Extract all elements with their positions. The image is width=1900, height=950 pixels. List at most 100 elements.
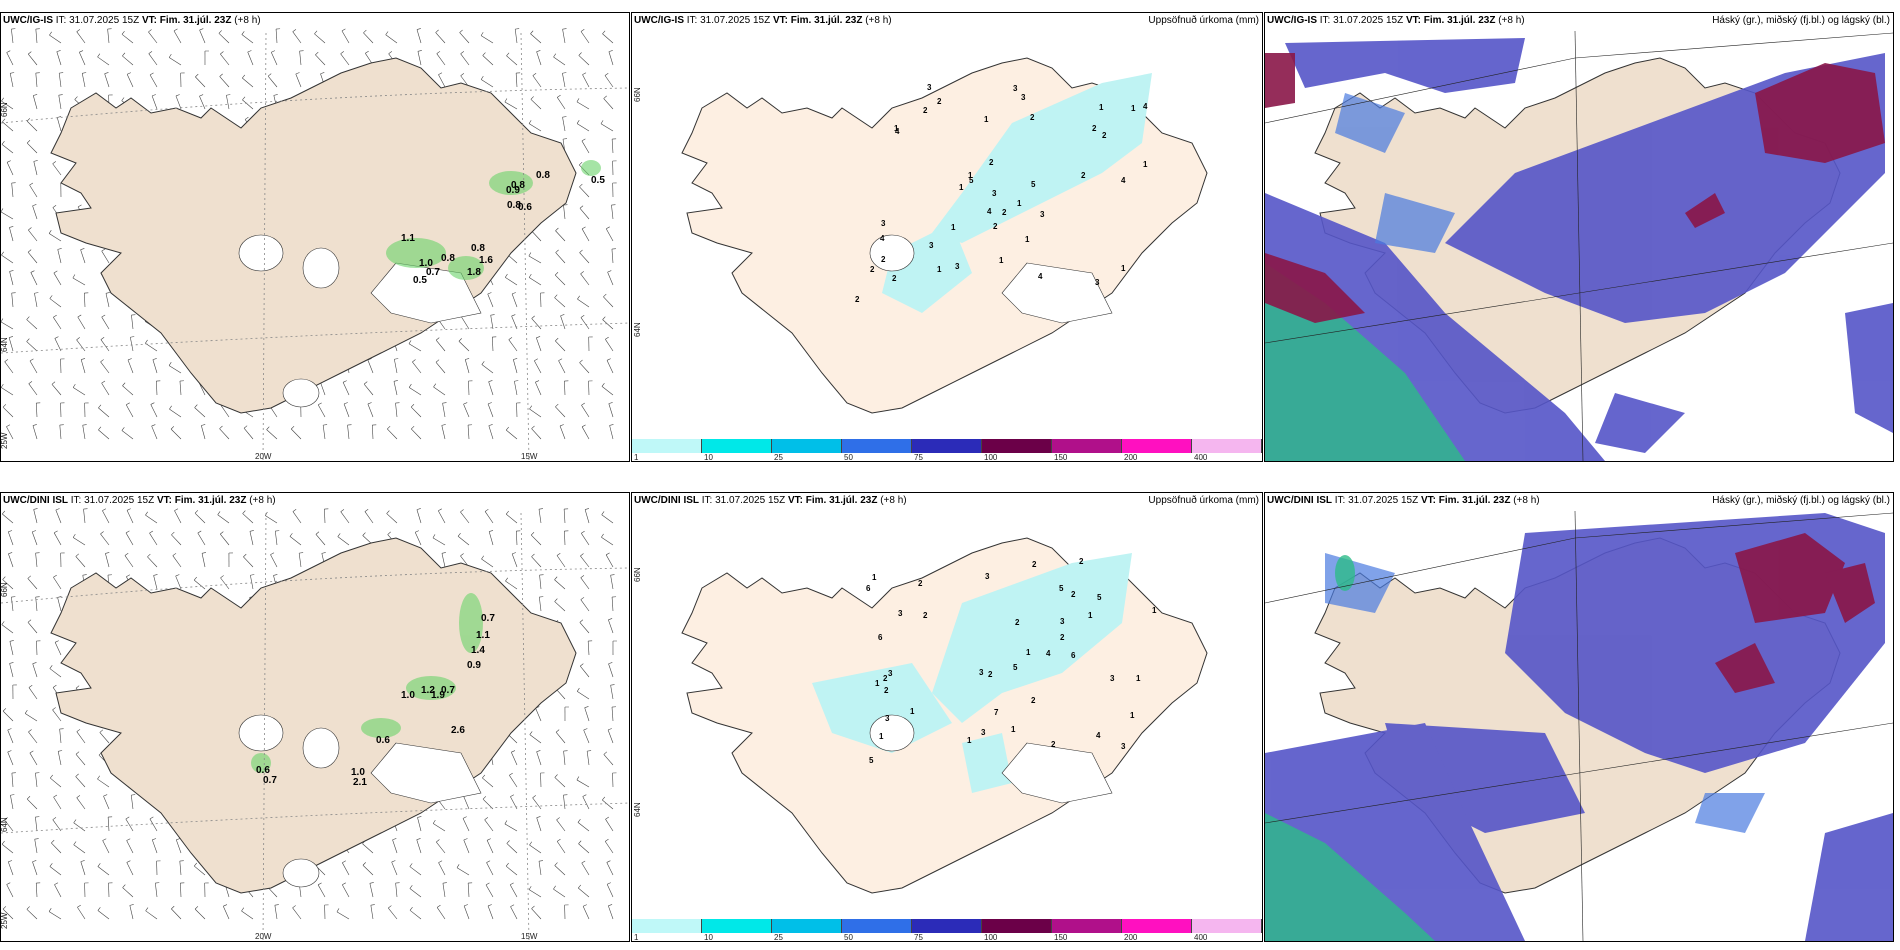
- wind-barb: [148, 31, 158, 44]
- precip-value-label: 2.6: [451, 725, 465, 736]
- wind-barb-feather: [490, 314, 495, 316]
- wind-barb-feather: [57, 596, 62, 598]
- wind-barb-feather: [530, 532, 535, 536]
- wind-barb: [9, 271, 14, 286]
- wind-barb-feather: [416, 838, 421, 840]
- wind-barb: [81, 73, 86, 88]
- wind-barb: [101, 382, 110, 396]
- wind-barb: [506, 429, 518, 440]
- wind-barb: [98, 429, 110, 440]
- wind-barb-feather: [77, 314, 82, 318]
- colorbar-tick-label: 200: [1124, 933, 1138, 942]
- lon-label-15: 15W: [521, 932, 538, 941]
- wind-barb: [515, 73, 518, 88]
- precip-number-label: 3: [979, 668, 984, 677]
- precip-number-label: 4: [880, 234, 885, 243]
- wind-barb-feather: [30, 270, 35, 273]
- wind-barb-feather: [29, 182, 34, 186]
- wind-barb-feather: [194, 862, 198, 867]
- wind-barb: [108, 882, 110, 898]
- wind-barb-feather: [101, 314, 106, 318]
- wind-barb-feather: [604, 72, 609, 76]
- precip-number-label: 4: [1096, 731, 1101, 740]
- wind-barb: [554, 601, 566, 612]
- wind-barb: [35, 883, 38, 898]
- precip-value-label: 0.5: [591, 175, 605, 186]
- wind-barb: [577, 822, 590, 832]
- wind-barb-feather: [7, 750, 12, 753]
- wind-barb-feather: [32, 424, 37, 426]
- precip-area: [932, 73, 1152, 243]
- wind-barb: [416, 509, 422, 524]
- wind-barb-feather: [554, 294, 558, 298]
- wind-barb-feather: [271, 50, 276, 53]
- wind-barb-feather: [75, 553, 80, 557]
- wind-barb-feather: [9, 270, 14, 272]
- wind-barb-feather: [554, 598, 558, 602]
- colorbar-cell: [772, 919, 842, 933]
- precip-number-label: 2: [883, 674, 888, 683]
- wind-barb: [75, 754, 86, 766]
- wind-barb-feather: [148, 51, 153, 54]
- lead-time: (+8 h): [1498, 15, 1525, 26]
- lat-label-66: 66N: [1, 102, 9, 117]
- wind-barb: [563, 205, 566, 220]
- wind-barb: [179, 861, 182, 876]
- precip-value-label: 0.7: [263, 775, 277, 786]
- wind-barb: [125, 404, 134, 418]
- wind-barb: [9, 73, 14, 88]
- wind-barb: [8, 337, 14, 352]
- wind-barb: [409, 888, 422, 898]
- wind-barb-feather: [515, 28, 520, 30]
- glacier: [869, 234, 915, 272]
- wind-barb: [2, 121, 14, 132]
- wind-barb-feather: [578, 884, 582, 889]
- wind-barb-feather: [77, 204, 82, 208]
- wind-barb: [156, 381, 158, 396]
- grid-line: [1574, 510, 1584, 941]
- valid-time: VT: Fim. 31.júl. 23Z: [1420, 495, 1511, 506]
- wind-barb-feather: [555, 403, 559, 408]
- wind-barb-feather: [97, 907, 101, 911]
- wind-barb-feather: [76, 729, 81, 732]
- wind-barb: [577, 298, 590, 308]
- wind-barb-feather: [508, 337, 513, 340]
- precip-number-label: 1: [875, 679, 880, 688]
- wind-barb-feather: [75, 773, 79, 777]
- wind-barb: [170, 428, 182, 440]
- wind-barb: [220, 577, 230, 590]
- wind-barb-feather: [610, 684, 615, 686]
- precip-number-label: 3: [992, 189, 997, 198]
- wind-barb-feather: [244, 116, 249, 120]
- wind-barb-feather: [606, 358, 611, 361]
- wind-barb: [342, 862, 350, 876]
- wind-barb-feather: [460, 509, 464, 513]
- wind-barb: [35, 403, 38, 418]
- wind-barb-feather: [363, 29, 367, 34]
- wind-barb: [171, 534, 182, 546]
- longitude-line-15w: [520, 32, 530, 461]
- wind-barb: [218, 33, 230, 44]
- wind-barb: [101, 316, 110, 330]
- wind-barb: [36, 640, 38, 656]
- precip-number-label: 5: [1031, 180, 1036, 189]
- wind-barb: [605, 339, 614, 352]
- wind-barb: [607, 729, 614, 744]
- wind-barb: [49, 668, 62, 678]
- wind-barb: [53, 317, 62, 330]
- wind-barb-feather: [510, 882, 514, 886]
- wind-barb: [506, 843, 518, 854]
- wind-barb: [168, 365, 182, 374]
- wind-barb-feather: [266, 426, 270, 430]
- wind-barb-feather: [72, 383, 76, 388]
- wind-barb-feather: [531, 905, 535, 909]
- wind-barb: [1, 387, 14, 396]
- wind-barb-feather: [98, 426, 102, 431]
- wind-barb: [609, 425, 614, 440]
- precip-number-label: 4: [1038, 272, 1043, 281]
- wind-barb-feather: [603, 293, 607, 298]
- wind-barb-feather: [82, 72, 87, 74]
- wind-barb: [583, 729, 590, 744]
- wind-barb-feather: [53, 314, 57, 318]
- wind-barb-feather: [432, 534, 436, 538]
